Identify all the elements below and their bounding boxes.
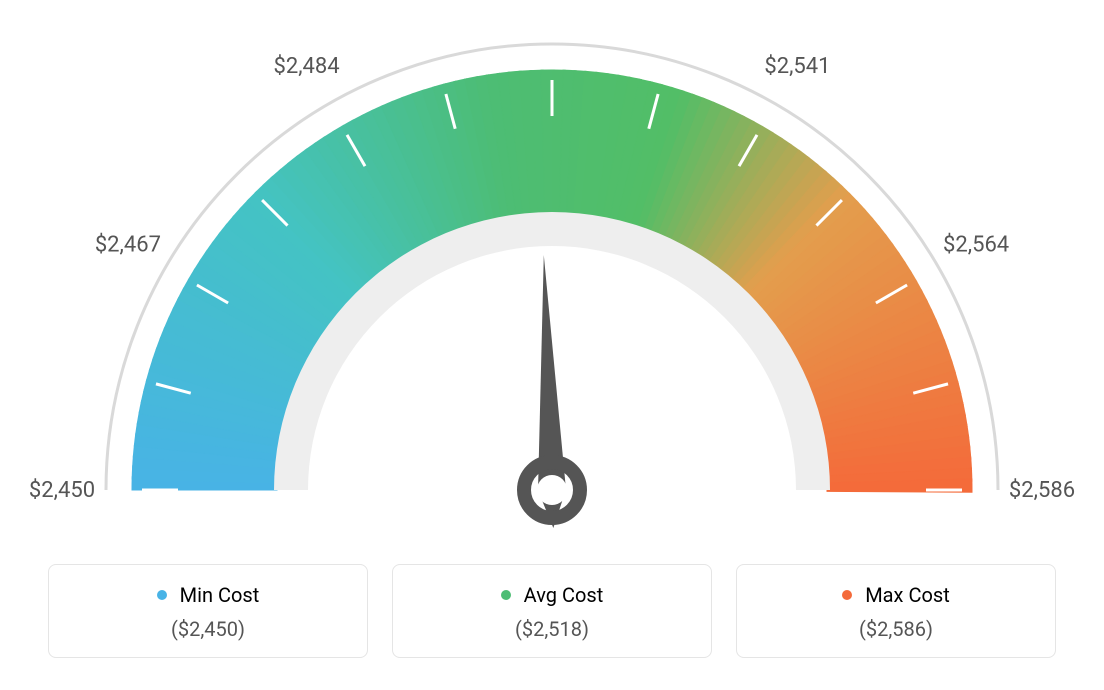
tick-label: $2,467 [95, 233, 161, 258]
tick-label: $2,484 [273, 54, 339, 79]
legend-title-text: Avg Cost [524, 583, 604, 607]
dot-icon [501, 590, 511, 600]
legend-value-avg: ($2,518) [393, 617, 711, 641]
legend-title-min: Min Cost [49, 583, 367, 607]
legend-title-max: Max Cost [737, 583, 1055, 607]
legend-value-min: ($2,450) [49, 617, 367, 641]
legend-card-max: Max Cost ($2,586) [736, 564, 1056, 658]
tick-label: $2,564 [943, 233, 1009, 258]
legend-card-min: Min Cost ($2,450) [48, 564, 368, 658]
dot-icon [157, 590, 167, 600]
legend-value-max: ($2,586) [737, 617, 1055, 641]
needle-hub-inner [537, 475, 567, 505]
tick-label: $2,586 [1009, 478, 1075, 503]
legend-card-avg: Avg Cost ($2,518) [392, 564, 712, 658]
gauge-chart: $2,450$2,467$2,484$2,518$2,541$2,564$2,5… [0, 20, 1104, 560]
legend-title-avg: Avg Cost [393, 583, 711, 607]
tick-label: $2,450 [29, 478, 95, 503]
legend-row: Min Cost ($2,450) Avg Cost ($2,518) Max … [0, 564, 1104, 658]
dot-icon [842, 590, 852, 600]
tick-label: $2,541 [764, 54, 830, 79]
gauge-container: $2,450$2,467$2,484$2,518$2,541$2,564$2,5… [0, 20, 1104, 560]
legend-title-text: Min Cost [180, 583, 260, 607]
legend-title-text: Max Cost [865, 583, 950, 607]
